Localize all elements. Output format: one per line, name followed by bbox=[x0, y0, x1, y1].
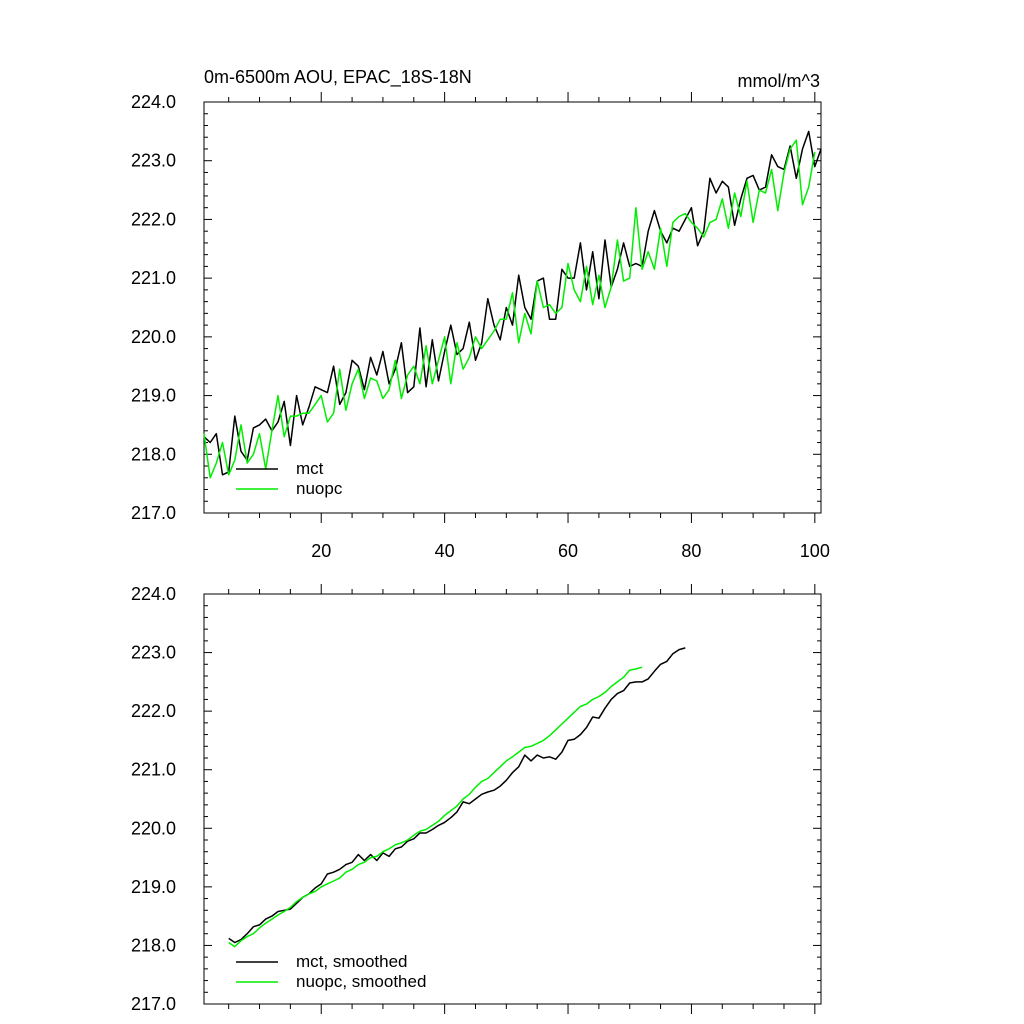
y-tick-label: 224.0 bbox=[131, 584, 176, 604]
y-tick-label: 217.0 bbox=[131, 994, 176, 1014]
y-tick-label: 218.0 bbox=[131, 444, 176, 464]
y-tick-label: 223.0 bbox=[131, 151, 176, 171]
legend-label: nuopc bbox=[296, 479, 343, 498]
plot-frame bbox=[203, 101, 822, 514]
y-tick-label: 221.0 bbox=[131, 268, 176, 288]
x-tick-label: 40 bbox=[435, 541, 455, 561]
y-tick-label: 222.0 bbox=[131, 701, 176, 721]
x-tick-label: 60 bbox=[558, 541, 578, 561]
x-tick-label: 20 bbox=[311, 541, 331, 561]
units-label: mmol/m^3 bbox=[738, 71, 820, 91]
y-tick-label: 219.0 bbox=[131, 386, 176, 406]
y-tick-label: 220.0 bbox=[131, 818, 176, 838]
legend-label: mct, smoothed bbox=[296, 952, 408, 971]
x-tick-label: 80 bbox=[681, 541, 701, 561]
y-tick-label: 217.0 bbox=[131, 503, 176, 523]
y-tick-label: 224.0 bbox=[131, 92, 176, 112]
top-panel: 0m-6500m AOU, EPAC_18S-18N mmol/m^3 217.… bbox=[131, 67, 830, 561]
y-tick-label: 219.0 bbox=[131, 877, 176, 897]
chart-title: 0m-6500m AOU, EPAC_18S-18N bbox=[204, 67, 472, 88]
series-line-nuopc bbox=[203, 139, 816, 479]
plot-frame bbox=[203, 593, 822, 1005]
legend-label: mct bbox=[296, 459, 324, 478]
y-tick-label: 218.0 bbox=[131, 935, 176, 955]
y-tick-label: 223.0 bbox=[131, 643, 176, 663]
legend-label: nuopc, smoothed bbox=[296, 972, 426, 991]
y-tick-label: 221.0 bbox=[131, 760, 176, 780]
series-line-mct-smoothed bbox=[228, 647, 686, 944]
y-tick-label: 220.0 bbox=[131, 327, 176, 347]
bottom-panel: 217.0 218.0 219.0 220.0 221.0 222.0 223.0 224.0… bbox=[131, 584, 822, 1014]
series-line-nuopc-smoothed bbox=[228, 666, 643, 948]
y-tick-label: 222.0 bbox=[131, 209, 176, 229]
x-tick-label: 100 bbox=[800, 541, 830, 561]
series-line-mct bbox=[203, 130, 822, 476]
